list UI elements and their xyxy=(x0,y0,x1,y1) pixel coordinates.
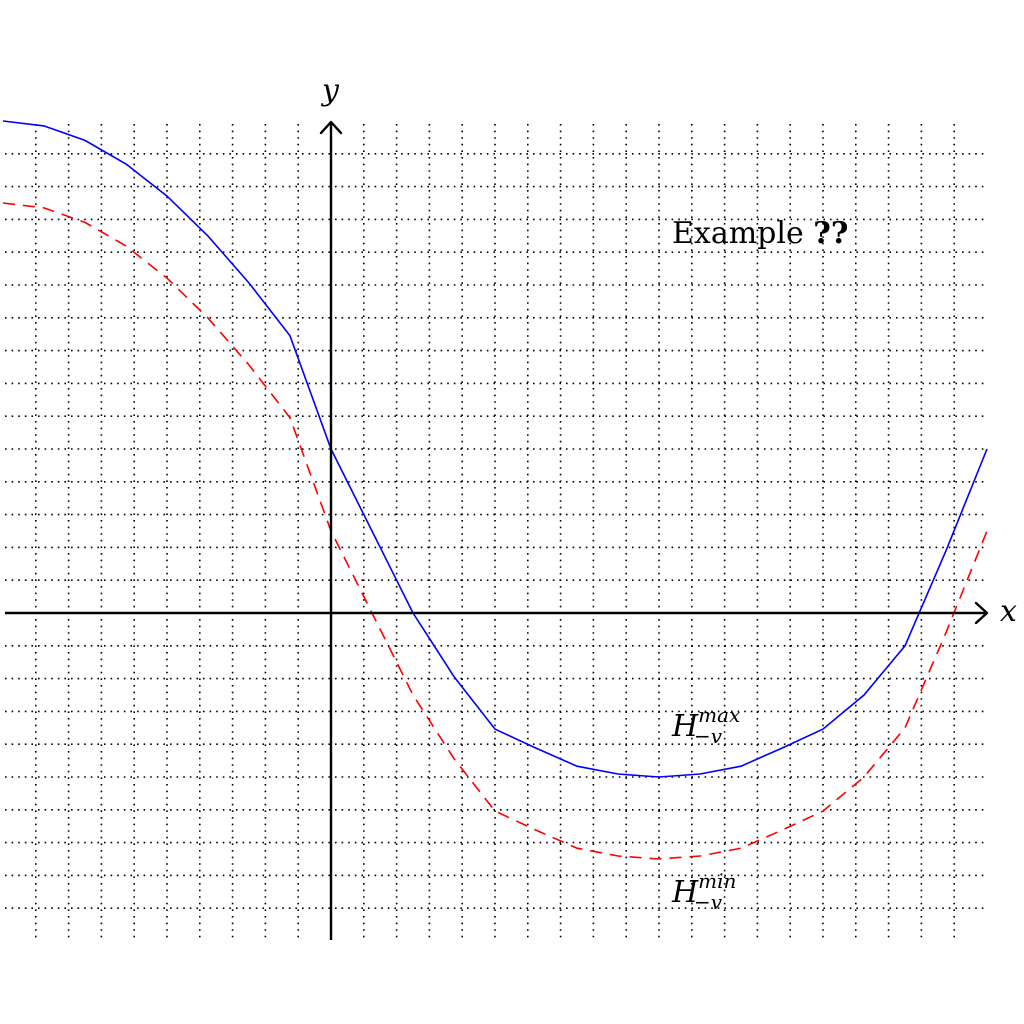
x-axis-arrow xyxy=(974,601,989,625)
series-line-min xyxy=(2,202,988,860)
annotation-prefix: Example xyxy=(672,216,813,251)
annotation-text: Example ?? xyxy=(672,216,848,251)
series-label-min-sub: −v xyxy=(694,890,723,914)
series-label-max: Hmax xyxy=(671,703,740,744)
annotation-ref: ?? xyxy=(813,216,848,251)
y-axis-label: y xyxy=(320,73,340,108)
y-axis-arrow xyxy=(319,120,343,135)
series-line-max xyxy=(2,120,988,778)
series-label-min: Hmin xyxy=(671,869,736,910)
series-group xyxy=(2,120,988,860)
axes xyxy=(5,120,989,940)
series-label-max-sub: −v xyxy=(694,724,723,748)
x-axis-label: x xyxy=(1000,594,1017,629)
